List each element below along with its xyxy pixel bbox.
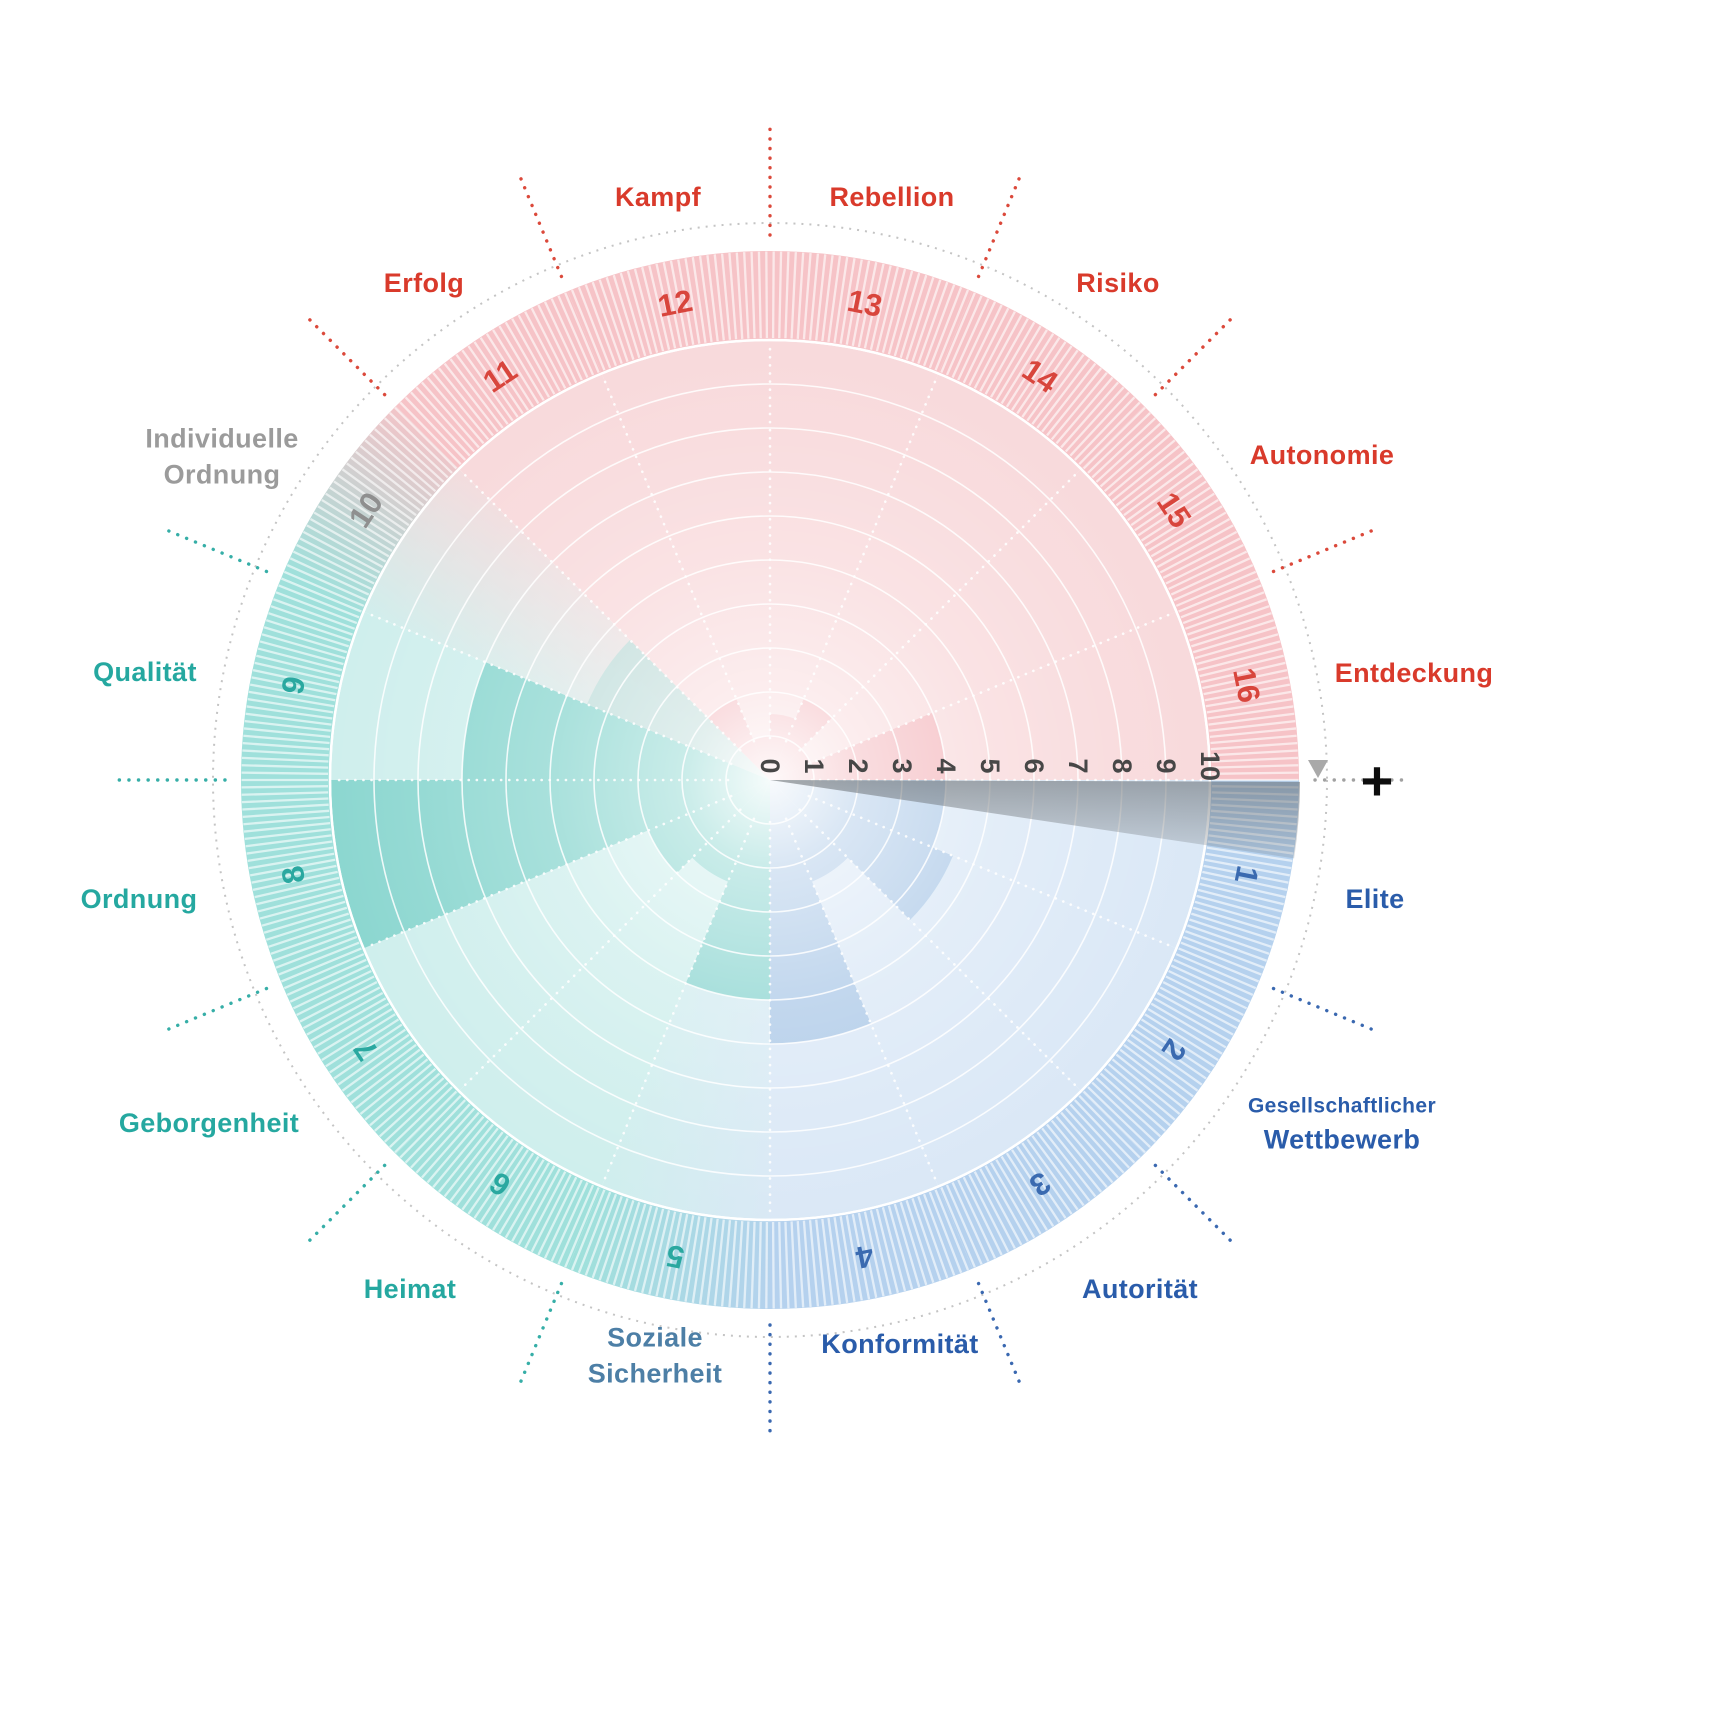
sector-label-kampf: Kampf [614,182,702,213]
radial-scale-labels: 0 1 2 3 4 5 6 7 8 9 10 [755,751,1225,781]
sector-label-heimat: Heimat [363,1274,457,1305]
inner-boundary-dotted-lines [332,342,1208,1218]
svg-text:10: 10 [1195,751,1225,781]
sector-label-elite: Elite [1345,884,1405,915]
sector-label-risiko: Risiko [1076,268,1160,299]
outer-boundary-dotted-lines [111,125,1412,1435]
svg-text:7: 7 [1063,758,1093,773]
sector-label-konformitaet: Konformität [821,1329,979,1360]
svg-text:9: 9 [1151,758,1181,773]
sector-label-gesellschaftlicher-wettbewerb: Gesellschaftlicher Wettbewerb [1247,1094,1437,1154]
svg-text:8: 8 [1107,758,1137,773]
sector-label-qualitaet: Qualität [93,657,197,688]
sector-label-entdeckung: Entdeckung [1334,658,1494,689]
svg-text:6: 6 [1019,758,1049,773]
svg-text:16: 16 [1226,665,1267,706]
svg-text:8: 8 [274,863,312,887]
svg-text:1: 1 [1228,863,1266,887]
sector-label-ordnung: Ordnung [80,884,198,915]
svg-text:12: 12 [655,283,696,324]
svg-text:0: 0 [755,758,785,773]
sector-label-rebellion: Rebellion [829,182,955,213]
svg-text:5: 5 [663,1238,687,1276]
svg-text:1: 1 [799,758,829,773]
svg-text:5: 5 [975,758,1005,773]
rim-band [239,249,1301,1311]
axis-shadow [770,780,1300,859]
svg-text:2: 2 [843,758,873,773]
plus-axis-icon: + [1360,749,1394,812]
sector-label-autonomie: Autonomie [1249,440,1395,471]
sector-label-erfolg: Erfolg [383,268,465,299]
sector-label-soziale-sicherheit: Soziale Sicherheit [587,1322,723,1388]
outer-dotted-circle [212,222,1328,1338]
sector-label-geborgenheit: Geborgenheit [118,1108,300,1139]
svg-text:13: 13 [844,283,885,324]
sector-label-autoritaet: Autorität [1081,1274,1199,1305]
axis-end-marker [1308,760,1328,778]
sector-label-individuelle-ordnung: Individuelle Ordnung [145,423,299,489]
svg-text:4: 4 [931,758,961,773]
svg-text:3: 3 [887,758,917,773]
svg-text:9: 9 [274,673,312,697]
